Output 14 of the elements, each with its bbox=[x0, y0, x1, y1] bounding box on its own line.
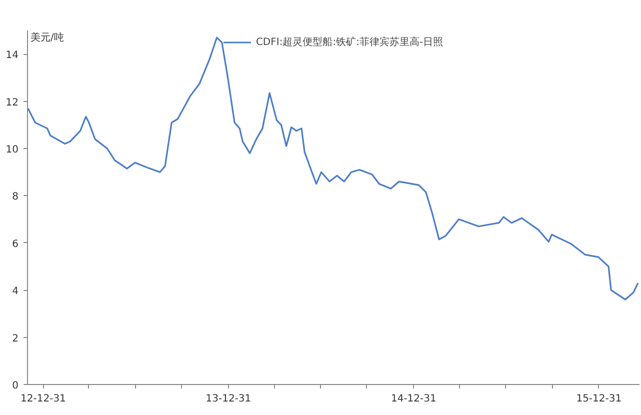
y-tick-label: 2 bbox=[12, 333, 19, 344]
y-axis-title: 美元/吨 bbox=[30, 32, 64, 44]
x-tick-label: 15-12-31 bbox=[576, 394, 622, 404]
y-tick-label: 4 bbox=[12, 286, 19, 298]
x-tick-label: 14-12-31 bbox=[390, 394, 436, 404]
x-tick-label: 12-12-31 bbox=[20, 394, 66, 404]
y-tick-label: 12 bbox=[6, 97, 19, 108]
x-tick-label: 13-12-31 bbox=[206, 394, 252, 404]
y-tick-label: 14 bbox=[6, 50, 19, 62]
y-tick-label: 0 bbox=[12, 380, 19, 392]
y-tick-label: 6 bbox=[12, 238, 19, 250]
y-tick-label: 8 bbox=[12, 192, 19, 203]
y-tick-label: 10 bbox=[6, 144, 19, 156]
legend-label: CDFI:超灵便型船:铁矿:菲律宾苏里高-日照 bbox=[256, 36, 444, 49]
